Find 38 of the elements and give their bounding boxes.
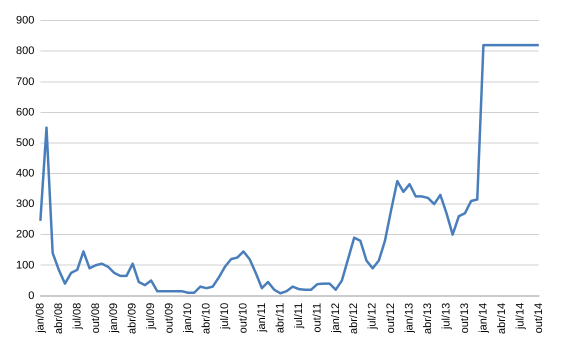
x-tick-label: out/09 (164, 302, 176, 334)
y-tick-label: 0 (28, 290, 34, 302)
y-tick-label: 100 (16, 259, 34, 272)
x-tick-label: jul/09 (145, 302, 158, 330)
x-tick-label: jan/13 (404, 302, 416, 334)
x-tick-label: jan/08 (34, 302, 46, 334)
y-tick-label: 900 (16, 14, 34, 27)
x-tick-label: abr/08 (52, 302, 65, 334)
y-tick-label: 200 (16, 228, 34, 241)
x-tick-label: out/10 (237, 302, 250, 334)
x-tick-label: jan/12 (330, 302, 342, 334)
x-tick-label: abr/12 (348, 302, 360, 334)
x-tick-label: jan/14 (477, 302, 490, 334)
x-tick-label: out/11 (311, 302, 324, 333)
y-tick-label: 600 (16, 106, 34, 118)
y-tick-label: 700 (16, 76, 34, 88)
x-tick-label: out/08 (90, 302, 102, 334)
y-tick-label: 800 (16, 45, 34, 58)
x-tick-label: abr/13 (422, 302, 434, 334)
x-tick-label: abr/14 (496, 302, 508, 334)
x-tick-label: abr/10 (200, 302, 213, 334)
x-tick-label: abr/11 (274, 302, 286, 334)
y-tick-label: 500 (16, 136, 34, 149)
x-tick-label: jan/11 (256, 302, 268, 333)
x-tick-label: out/14 (532, 302, 545, 334)
x-tick-label: jul/10 (218, 302, 231, 330)
x-tick-label: out/13 (458, 302, 471, 334)
x-tick-label: jul/11 (292, 302, 305, 330)
y-tick-label: 300 (16, 198, 34, 210)
y-tick-label: 400 (16, 168, 34, 180)
x-tick-label: jul/13 (440, 302, 453, 330)
x-tick-label: jul/14 (514, 302, 526, 330)
x-tick-label: jul/12 (366, 302, 379, 330)
x-tick-label: out/12 (385, 302, 398, 334)
x-tick-label: jul/08 (71, 302, 84, 330)
x-tick-label: abr/09 (126, 302, 139, 334)
x-tick-label: jan/10 (182, 302, 194, 334)
x-tick-label: jan/09 (108, 302, 120, 334)
